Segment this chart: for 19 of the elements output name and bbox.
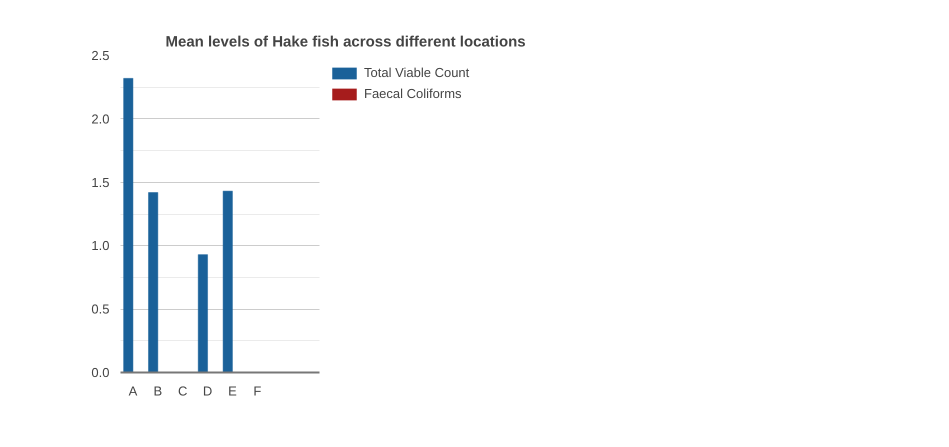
x-tick-label: E — [228, 384, 238, 398]
y-tick-label: 1.5 — [91, 174, 110, 190]
y-tick-label: 0.0 — [91, 365, 110, 380]
x-tick-label: A — [128, 384, 138, 398]
y-tick-label: 0.5 — [91, 302, 110, 317]
x-tick-label: D — [202, 384, 212, 398]
x-tick-label: C — [178, 384, 188, 398]
x-tick-label: B — [153, 384, 162, 398]
legend-label: Faecal Coliforms — [364, 86, 462, 101]
bar — [148, 192, 158, 372]
y-tick-label: 1.0 — [91, 238, 110, 254]
legend-label: Total Viable Count — [364, 65, 470, 80]
bar — [198, 254, 208, 372]
x-tick-label: F — [253, 384, 262, 398]
y-tick-label: 2.0 — [91, 111, 110, 126]
chart-title: Mean levels of Hake fish across different locations — [166, 34, 526, 50]
bar — [222, 190, 233, 372]
y-tick-label: 2.5 — [91, 48, 110, 63]
bar — [123, 78, 134, 372]
